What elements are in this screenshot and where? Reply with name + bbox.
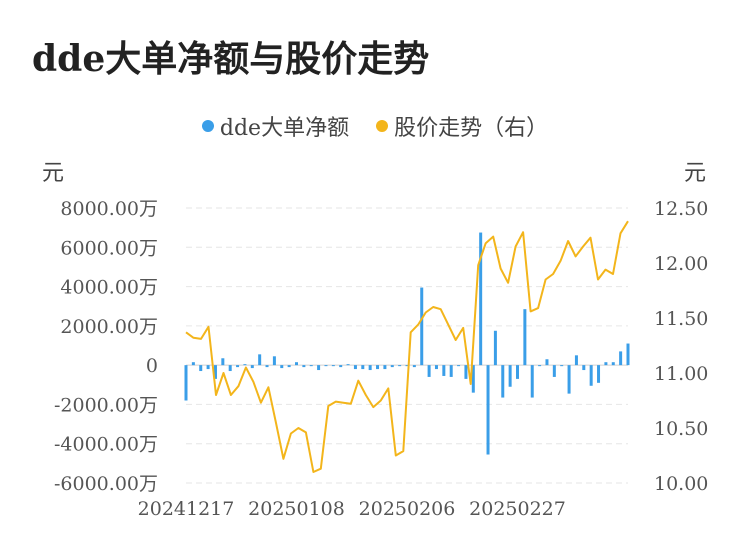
- dde-bar: [619, 351, 623, 366]
- x-tick-label: 20241217: [138, 498, 235, 520]
- chart-title: dde大单净额与股价走势: [32, 38, 430, 80]
- right-tick-label: 10.50: [654, 418, 708, 440]
- right-tick-label: 12.00: [654, 253, 708, 275]
- dde-bar: [442, 365, 446, 376]
- dde-bar: [243, 364, 247, 366]
- dde-bar: [368, 365, 372, 371]
- dde-bar: [324, 365, 328, 367]
- right-tick-label: 11.50: [654, 308, 708, 330]
- dde-bar: [538, 365, 542, 367]
- dde-bar: [353, 365, 357, 370]
- right-axis-unit: 元: [684, 161, 707, 186]
- dde-bar: [258, 354, 262, 366]
- dde-bar: [449, 365, 453, 377]
- legend-dot-dde: [201, 120, 214, 132]
- dde-bar: [390, 365, 394, 368]
- dde-bar: [206, 365, 210, 370]
- dde-bar: [412, 365, 416, 368]
- x-tick-label: 20250206: [359, 498, 456, 520]
- dde-bar: [199, 365, 203, 372]
- left-tick-label: -2000.00万: [54, 394, 158, 416]
- dde-bar: [434, 365, 438, 370]
- dde-bar: [508, 365, 512, 387]
- dde-bar: [427, 365, 431, 377]
- dde-bar: [213, 365, 217, 379]
- legend: dde大单净额 股价走势（右）: [0, 110, 750, 142]
- x-tick-label: 20250227: [469, 498, 566, 520]
- dde-bar: [317, 365, 321, 371]
- dde-bar: [265, 365, 269, 368]
- right-tick-label: 11.00: [654, 363, 708, 385]
- left-tick-label: 2000.00万: [60, 316, 158, 338]
- dde-bar: [611, 362, 615, 366]
- dde-bar: [184, 365, 188, 401]
- legend-label-price: 股价走势（右）: [394, 116, 549, 141]
- legend-item-price[interactable]: 股价走势（右）: [376, 110, 548, 142]
- left-tick-label: -6000.00万: [54, 473, 158, 495]
- dde-bar: [471, 365, 475, 393]
- right-tick-label: 10.00: [654, 473, 708, 495]
- dde-bar: [582, 365, 586, 371]
- dde-bar: [272, 356, 276, 366]
- dde-bar: [464, 365, 468, 379]
- dde-bar: [376, 365, 380, 370]
- dde-bar: [545, 359, 549, 366]
- left-tick-label: 4000.00万: [60, 277, 158, 299]
- dde-bar: [604, 362, 608, 366]
- dde-bar: [280, 365, 284, 369]
- left-tick-label: 8000.00万: [60, 198, 158, 220]
- dde-bar: [405, 365, 409, 367]
- dde-bar: [346, 364, 350, 366]
- dde-bar: [574, 355, 578, 366]
- dde-bar: [597, 365, 601, 383]
- dde-bar: [501, 365, 505, 398]
- dde-bar: [479, 232, 483, 366]
- dde-bar: [383, 365, 387, 370]
- dde-bar: [287, 365, 291, 368]
- dde-bar: [250, 365, 254, 369]
- dde-bar: [331, 365, 335, 367]
- dde-bar: [589, 365, 593, 386]
- dde-bar: [457, 365, 461, 367]
- dde-bar: [361, 365, 365, 370]
- left-tick-label: 0: [146, 355, 158, 377]
- left-tick-label: 6000.00万: [60, 237, 158, 259]
- dde-bar: [567, 365, 571, 394]
- legend-item-dde[interactable]: dde大单净额: [201, 110, 350, 142]
- dde-bar: [339, 365, 343, 368]
- dde-bar: [493, 330, 497, 366]
- dde-bar: [530, 365, 534, 398]
- dde-bar: [302, 365, 306, 368]
- legend-dot-price: [376, 120, 389, 132]
- legend-label-dde: dde大单净额: [219, 116, 350, 141]
- dde-bar: [309, 365, 313, 367]
- right-tick-label: 12.50: [654, 198, 708, 220]
- dde-bar: [420, 287, 424, 366]
- dde-bar: [228, 365, 232, 372]
- dde-bar: [191, 362, 195, 366]
- dde-bar: [486, 365, 490, 455]
- dde-bar: [398, 365, 402, 367]
- dde-bar: [626, 343, 630, 366]
- dde-bar: [295, 362, 298, 366]
- x-tick-label: 20250108: [248, 498, 345, 520]
- left-tick-label: -4000.00万: [54, 434, 158, 456]
- price-line: [185, 220, 629, 473]
- dde-bar: [523, 309, 527, 366]
- dde-bar: [552, 365, 556, 377]
- dde-bar: [236, 365, 240, 368]
- left-axis-unit: 元: [42, 161, 65, 186]
- dde-bar: [516, 365, 519, 379]
- dde-bar: [560, 365, 564, 367]
- dde-bar: [221, 358, 225, 366]
